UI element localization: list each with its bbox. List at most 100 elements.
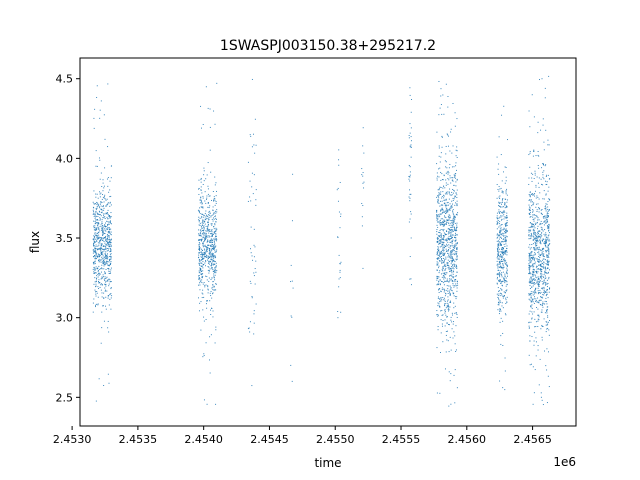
data-point xyxy=(535,249,537,251)
data-point xyxy=(528,294,530,296)
data-point xyxy=(505,235,507,237)
data-point xyxy=(212,280,214,282)
data-point xyxy=(110,177,112,179)
data-point xyxy=(540,178,542,180)
data-point xyxy=(200,240,202,242)
data-point xyxy=(457,284,459,286)
data-point xyxy=(504,273,506,275)
data-point xyxy=(209,253,211,255)
data-point xyxy=(104,252,106,254)
data-point xyxy=(539,222,541,224)
data-point xyxy=(445,153,447,155)
data-point xyxy=(203,248,205,250)
data-point xyxy=(104,264,106,266)
data-point xyxy=(109,230,111,232)
data-point xyxy=(504,246,506,248)
data-point xyxy=(546,264,548,266)
data-point xyxy=(198,229,200,231)
data-point xyxy=(109,222,111,224)
data-point xyxy=(533,265,535,267)
data-point xyxy=(208,269,210,271)
scatter-points xyxy=(92,75,551,407)
data-point xyxy=(545,282,547,284)
data-point xyxy=(102,206,104,208)
data-point xyxy=(545,244,547,246)
data-point xyxy=(408,164,410,166)
data-point xyxy=(105,262,107,264)
data-point xyxy=(103,230,105,232)
data-point xyxy=(542,326,544,328)
data-point xyxy=(455,185,457,187)
data-point xyxy=(100,224,102,226)
data-point xyxy=(530,273,532,275)
data-point xyxy=(101,219,103,221)
data-point xyxy=(529,209,531,211)
data-point xyxy=(101,256,103,258)
data-point xyxy=(546,279,548,281)
data-point xyxy=(251,296,253,298)
data-point xyxy=(213,232,215,234)
data-point xyxy=(99,260,101,262)
data-point xyxy=(498,241,500,243)
data-point xyxy=(537,182,539,184)
data-point xyxy=(543,256,545,258)
data-point xyxy=(545,236,547,238)
data-point xyxy=(446,239,448,241)
data-point xyxy=(531,222,533,224)
data-point xyxy=(208,266,210,268)
data-point xyxy=(199,224,201,226)
data-point xyxy=(537,276,539,278)
data-point xyxy=(436,221,438,223)
data-point xyxy=(109,196,111,198)
data-point xyxy=(204,200,206,202)
data-point xyxy=(500,244,502,246)
data-point xyxy=(440,240,442,242)
data-point xyxy=(439,200,441,202)
data-point xyxy=(410,144,412,146)
data-point xyxy=(454,240,456,242)
data-point xyxy=(532,239,534,241)
data-point xyxy=(211,253,213,255)
data-point xyxy=(200,200,202,202)
data-point xyxy=(505,167,507,169)
data-point xyxy=(109,217,111,219)
data-point xyxy=(533,311,535,313)
data-point xyxy=(207,223,209,225)
data-point xyxy=(456,234,458,235)
data-point xyxy=(95,165,97,167)
data-point xyxy=(499,202,501,204)
data-point xyxy=(504,313,506,315)
data-point xyxy=(534,195,536,197)
data-point xyxy=(548,249,550,251)
data-point xyxy=(506,201,508,203)
data-point xyxy=(250,248,251,250)
data-point xyxy=(450,233,452,235)
data-point xyxy=(546,181,548,183)
data-point xyxy=(544,291,546,293)
data-point xyxy=(528,110,530,112)
data-point xyxy=(446,302,448,304)
data-point xyxy=(505,191,507,193)
data-point xyxy=(444,301,446,303)
data-point xyxy=(110,216,112,218)
data-point xyxy=(500,292,502,294)
data-point xyxy=(540,243,542,245)
data-point xyxy=(446,262,448,264)
data-point xyxy=(249,331,251,333)
data-point xyxy=(547,282,549,284)
data-point xyxy=(440,171,442,173)
data-point xyxy=(548,245,550,247)
data-point xyxy=(209,260,211,262)
data-point xyxy=(106,254,108,256)
data-point xyxy=(544,97,546,99)
data-point xyxy=(446,211,448,213)
data-point xyxy=(99,193,101,195)
data-point xyxy=(444,260,445,262)
data-point xyxy=(198,248,200,250)
data-point xyxy=(205,237,207,239)
data-point xyxy=(215,235,217,237)
data-point xyxy=(101,243,103,245)
data-point xyxy=(547,306,549,308)
data-point xyxy=(96,193,98,195)
data-point xyxy=(207,188,209,190)
